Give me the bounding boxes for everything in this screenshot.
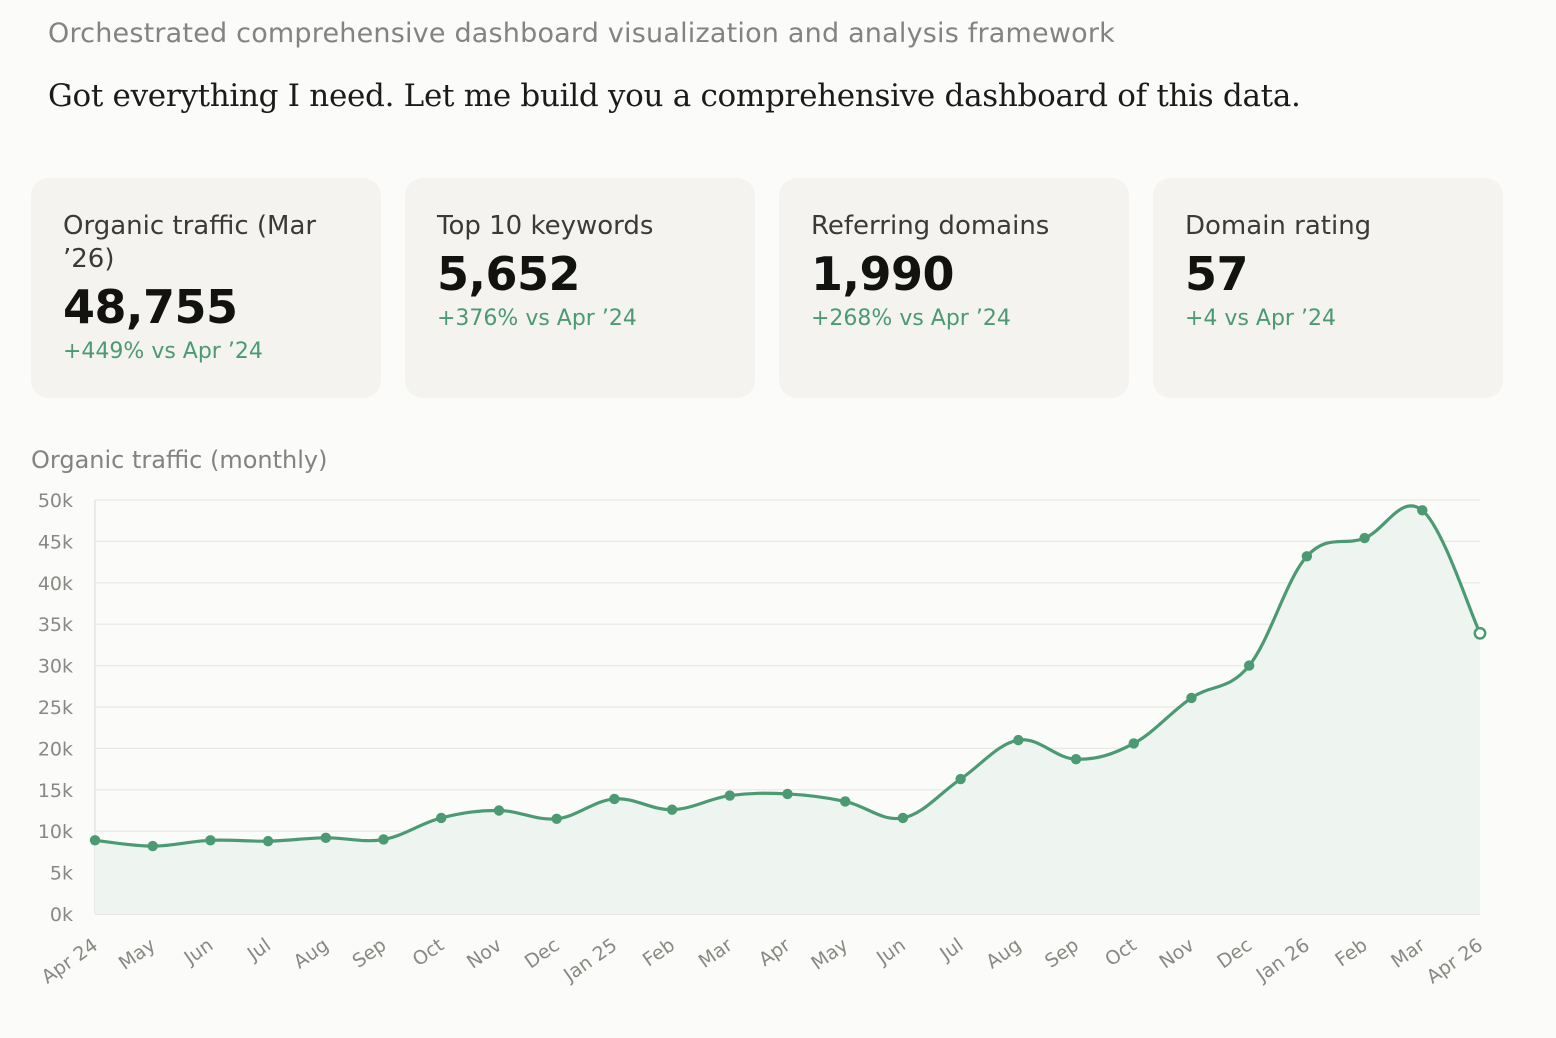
x-tick-label: Mar [695,934,737,973]
x-tick-label: Jul [243,934,275,966]
x-tick-label: Oct [409,934,449,971]
assistant-message: Got everything I need. Let me build you … [48,78,1301,114]
data-point [1013,734,1024,746]
chart-title: Organic traffic (monthly) [31,446,328,474]
data-point [840,796,851,807]
data-point [147,840,158,852]
series-line [94,504,1482,848]
y-tick-label: 25k [38,697,73,719]
y-tick-label: 20k [38,738,73,760]
x-tick-label: Sep [1041,934,1083,973]
x-tick-label: Jun [180,934,218,970]
kpi-label: Referring domains [811,211,1050,241]
kpi-label: Top 10 keywords [437,211,654,241]
x-tick-label: Nov [1155,934,1198,973]
data-point [1128,738,1139,749]
kpi-delta: +4 vs Apr ’24 [1185,306,1336,331]
y-tick-label: 35k [38,614,73,636]
x-tick-label: May [807,934,852,975]
data-point [205,835,216,846]
kpi-label: Domain rating [1185,211,1372,241]
x-tick-label: Aug [982,934,1025,973]
kpi-card-top-keywords: Top 10 keywords 5,652 +376% vs Apr ’24 [405,178,755,398]
kpi-delta: +376% vs Apr ’24 [437,306,637,331]
kpi-value: 1,990 [811,247,955,301]
kpi-card-referring-domains: Referring domains 1,990 +268% vs Apr ’24 [779,178,1129,398]
y-tick-label: 30k [38,656,73,678]
x-tick-label: Nov [463,934,506,973]
data-point [724,790,735,801]
x-tick-label: Mar [1387,934,1429,973]
kpi-label: Organic traffic (Mar ’26) [63,211,317,274]
data-point [1359,532,1370,544]
x-tick-label: Feb [639,934,679,971]
response-subtitle: Orchestrated comprehensive dashboard vis… [48,18,1115,49]
y-tick-label: 45k [38,531,73,553]
x-tick-label: Aug [290,934,333,973]
data-point [1243,660,1255,671]
y-tick-label: 5k [50,863,73,885]
data-point [320,832,332,844]
y-tick-label: 15k [38,780,73,802]
data-point [1301,551,1313,562]
x-tick-label: Jun [872,934,910,970]
x-tick-label: Jul [935,934,967,966]
kpi-value: 5,652 [437,247,581,301]
x-tick-label: Oct [1101,934,1141,971]
kpi-card-organic-traffic: Organic traffic (Mar ’26) 48,755 +449% v… [31,178,381,398]
data-point [666,804,678,815]
kpi-card-domain-rating: Domain rating 57 +4 vs Apr ’24 [1153,178,1503,398]
x-tick-label: Jan 25 [559,934,621,987]
data-point [897,812,909,824]
kpi-delta: +268% vs Apr ’24 [811,306,1011,331]
data-point [1186,692,1197,704]
kpi-delta: +449% vs Apr ’24 [63,339,263,364]
y-tick-label: 10k [38,821,73,843]
y-tick-label: 50k [38,490,73,512]
data-point [378,834,389,845]
kpi-value: 57 [1185,247,1249,301]
data-point [262,835,274,847]
x-tick-label: Feb [1331,934,1371,971]
x-tick-label: Sep [348,934,390,973]
data-point [89,835,101,846]
y-tick-label: 0k [50,904,73,926]
kpi-value: 48,755 [63,280,238,334]
data-point [1473,626,1487,640]
data-point [782,788,793,800]
x-tick-label: Dec [1213,934,1256,973]
data-point [1417,505,1428,516]
series-area [95,505,1480,914]
x-tick-label: May [115,934,160,975]
data-point [1070,753,1082,765]
x-tick-label: Apr 26 [1423,934,1487,988]
x-tick-label: Apr [755,934,795,971]
x-tick-label: Jan 26 [1252,934,1314,987]
y-tick-label: 40k [38,573,73,595]
x-tick-label: Dec [521,934,564,973]
x-tick-label: Apr 24 [38,934,102,988]
data-point [436,812,447,824]
data-point [609,793,620,805]
data-point [955,773,966,785]
data-point [493,805,505,816]
data-point [551,813,562,824]
